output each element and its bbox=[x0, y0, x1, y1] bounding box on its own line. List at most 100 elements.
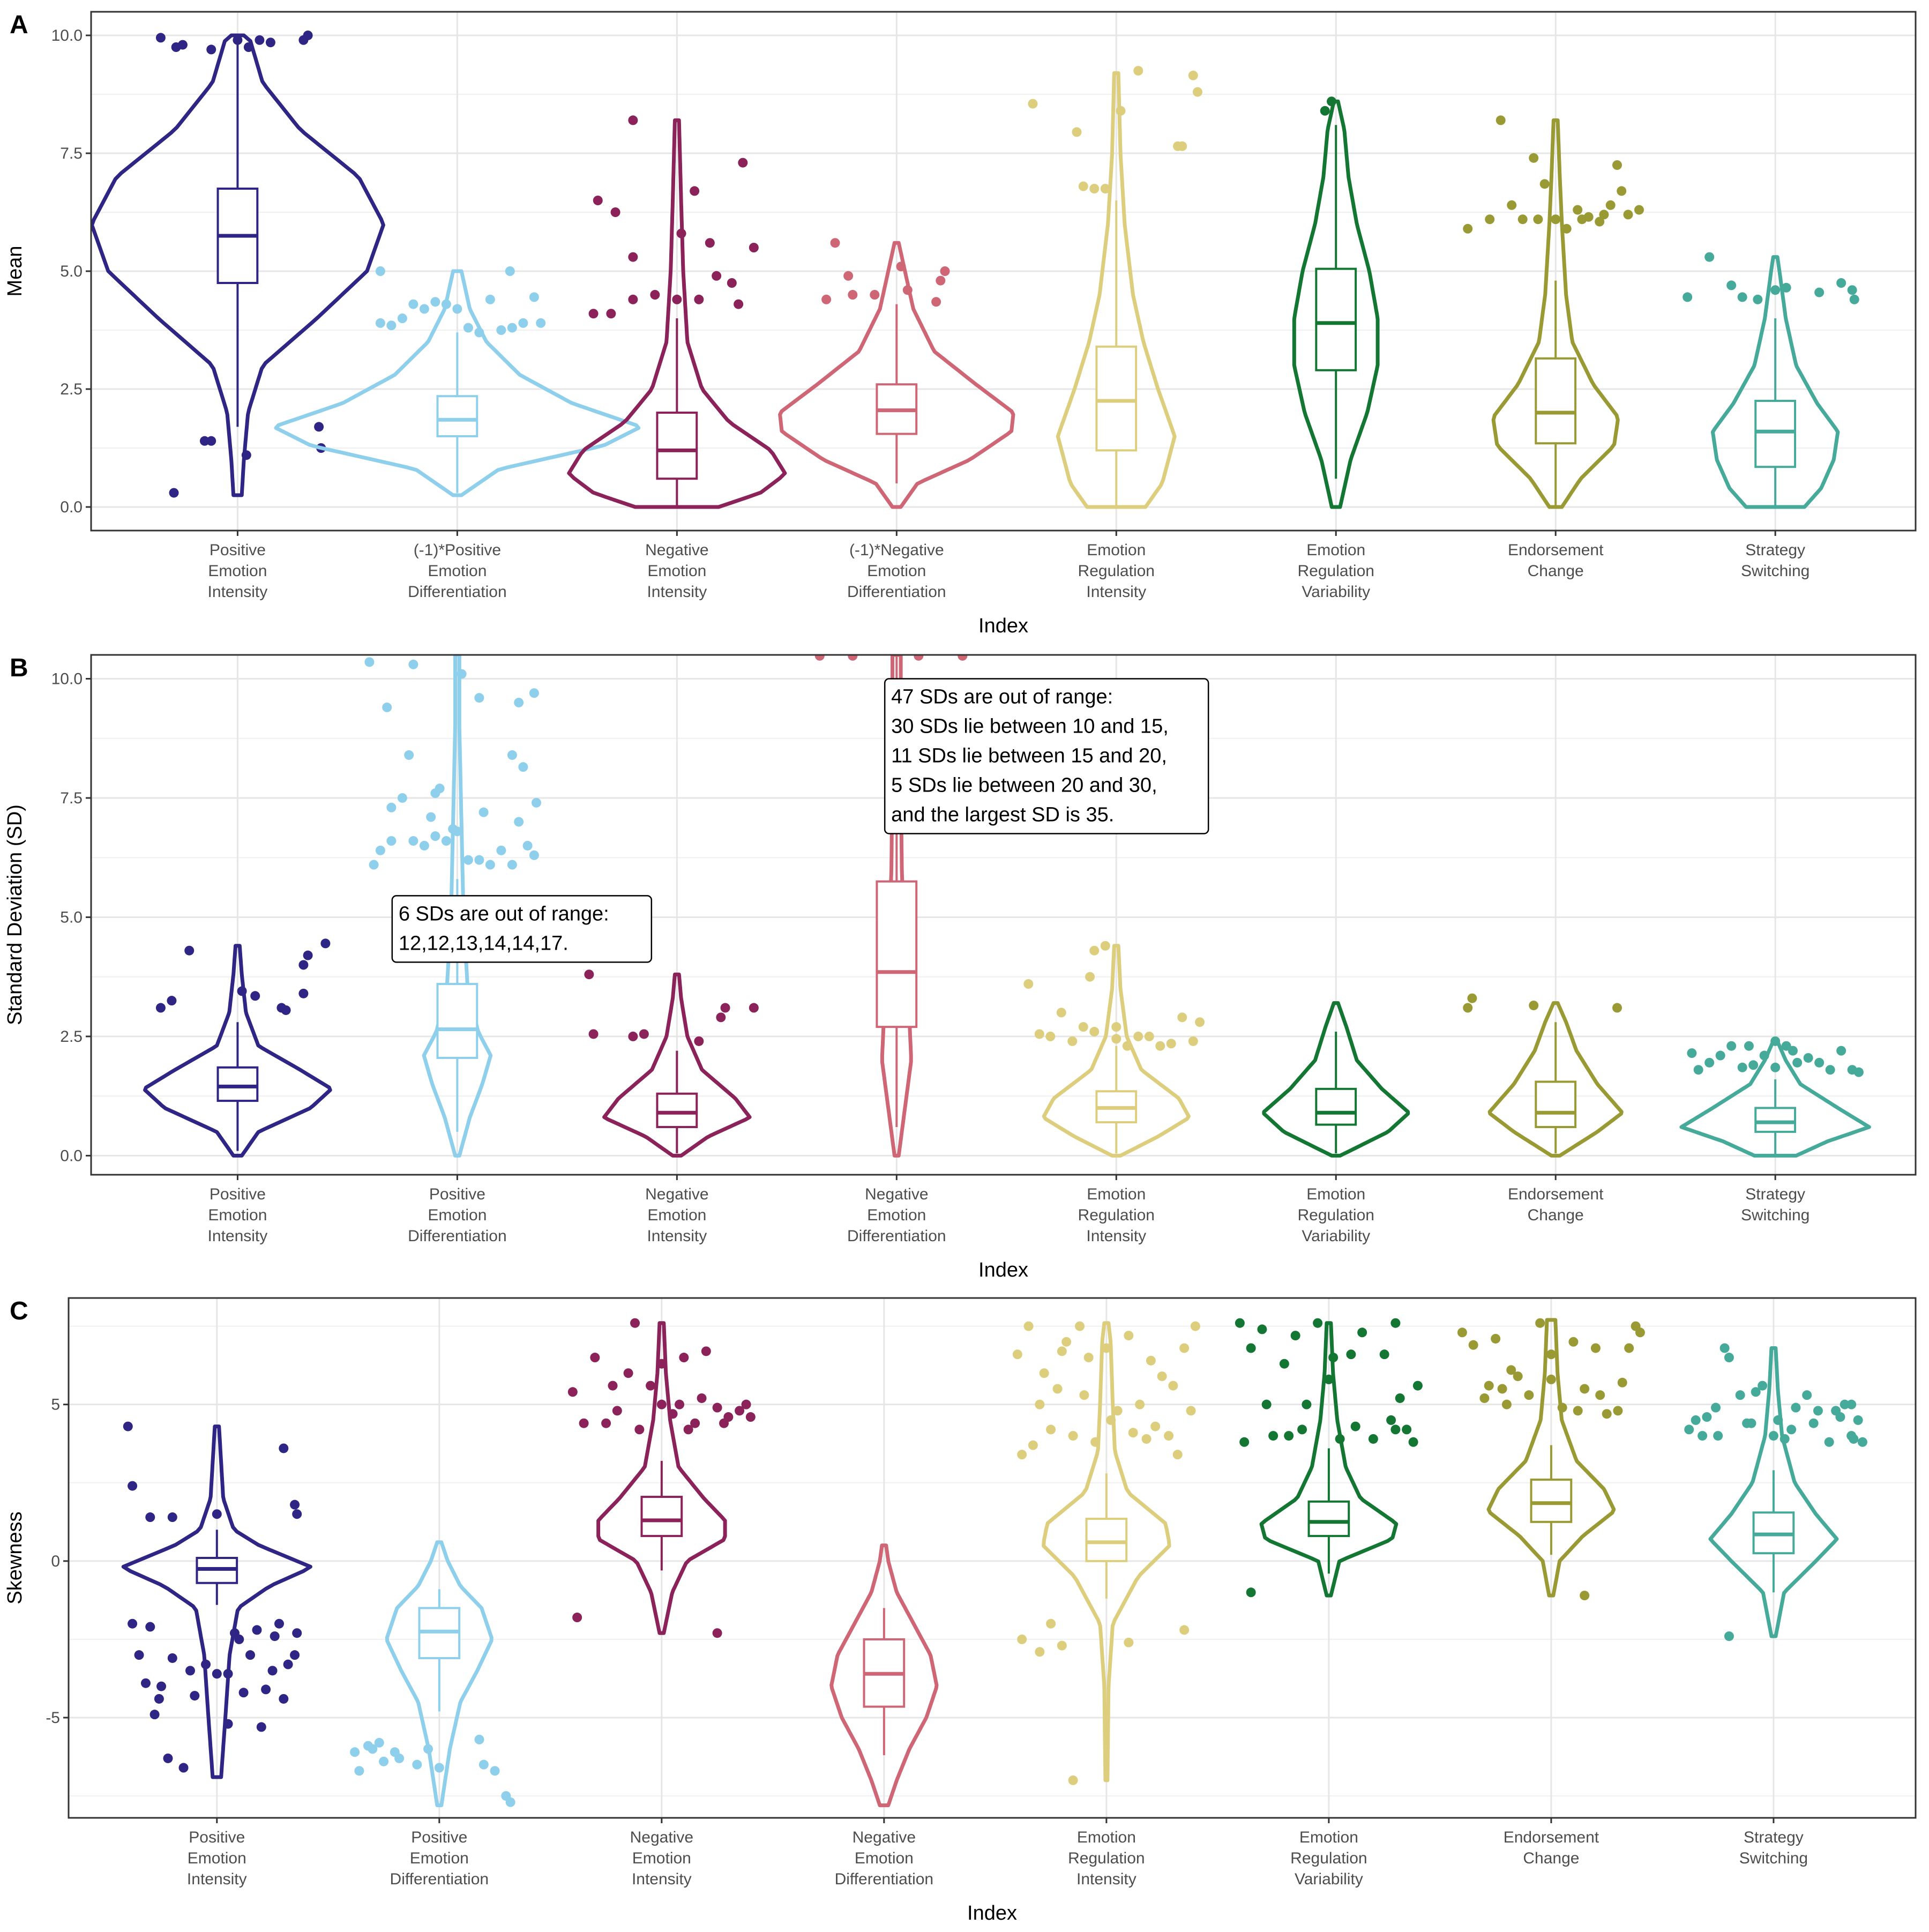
outlier-point bbox=[1079, 1390, 1089, 1400]
x-tick-label: Positive Emotion Intensity bbox=[208, 541, 268, 601]
outlier-point bbox=[199, 436, 210, 446]
panel-C: -5 0 5 Positive Emotion Intensity Positive Emot… bbox=[4, 1297, 1917, 1924]
box-iqr bbox=[216, 1066, 259, 1102]
outlier-point bbox=[1533, 214, 1543, 225]
y-tick-label: 2.5 bbox=[60, 1028, 83, 1046]
outlier-point bbox=[1017, 1450, 1027, 1460]
annotation-text: 12,12,13,14,14,17. bbox=[399, 932, 569, 954]
outlier-point bbox=[1297, 1424, 1307, 1435]
x-tick-label: Emotion Regulation Variability bbox=[1290, 1829, 1367, 1888]
outlier-point bbox=[167, 1512, 177, 1523]
outlier-point bbox=[1035, 1399, 1045, 1409]
outlier-point bbox=[212, 1669, 222, 1679]
outlier-point bbox=[1100, 184, 1110, 193]
x-tick-line: Variability bbox=[1295, 1870, 1363, 1888]
y-tick-label: 10.0 bbox=[51, 670, 83, 688]
outlier-point bbox=[163, 1753, 173, 1763]
outlier-point bbox=[940, 266, 950, 276]
x-tick-line: Differentiation bbox=[847, 583, 946, 601]
y-tick-label: 0 bbox=[51, 1553, 60, 1570]
outlier-point bbox=[1023, 1321, 1034, 1331]
outlier-point bbox=[1715, 1050, 1725, 1061]
outlier-point bbox=[206, 436, 216, 446]
outlier-point bbox=[716, 1012, 726, 1023]
series-5 bbox=[1012, 1321, 1200, 1785]
outlier-point bbox=[255, 35, 265, 45]
annotation-text: 6 SDs are out of range: bbox=[399, 902, 609, 925]
outlier-point bbox=[1507, 200, 1517, 210]
x-tick-line: Negative bbox=[630, 1829, 693, 1846]
outlier-point bbox=[579, 1418, 589, 1428]
outlier-point bbox=[697, 1393, 707, 1403]
outlier-point bbox=[1313, 1318, 1323, 1328]
outlier-point bbox=[843, 271, 854, 281]
outlier-point bbox=[1072, 127, 1082, 137]
outlier-point bbox=[1713, 1431, 1723, 1441]
x-tick-line: Intensity bbox=[1086, 583, 1146, 601]
x-tick-label: (-1)*Positive Emotion Differentiation bbox=[408, 541, 507, 601]
series-7 bbox=[1457, 1318, 1645, 1601]
violin-outline bbox=[1259, 1321, 1399, 1598]
outlier-point bbox=[1172, 1450, 1183, 1460]
outlier-point bbox=[368, 1744, 378, 1754]
x-tick-line: Emotion bbox=[1087, 1185, 1146, 1203]
outlier-point bbox=[1704, 1057, 1715, 1068]
outlier-point bbox=[1853, 1415, 1863, 1425]
outlier-point bbox=[1485, 214, 1495, 225]
x-tick-line: Emotion bbox=[410, 1849, 469, 1867]
outlier-point bbox=[712, 1403, 722, 1413]
outlier-point bbox=[212, 1509, 222, 1519]
outlier-point bbox=[386, 320, 397, 331]
x-tick-line: Intensity bbox=[647, 583, 707, 601]
outlier-point bbox=[1023, 979, 1034, 989]
outlier-point bbox=[123, 1421, 133, 1431]
outlier-point bbox=[1100, 941, 1110, 951]
outlier-point bbox=[1390, 1424, 1401, 1435]
series-8 bbox=[1683, 252, 1859, 509]
outlier-point bbox=[1595, 217, 1605, 227]
violin-outline bbox=[778, 241, 1015, 509]
outlier-point bbox=[298, 960, 309, 970]
annotation-text: 30 SDs lie between 10 and 15, bbox=[891, 715, 1169, 737]
outlier-point bbox=[1144, 1031, 1154, 1041]
outlier-point bbox=[478, 807, 489, 817]
x-tick-label: Negative Emotion Intensity bbox=[630, 1829, 693, 1888]
outlier-point bbox=[412, 1759, 422, 1770]
outlier-point bbox=[1786, 1424, 1797, 1435]
outlier-point bbox=[238, 1688, 249, 1698]
outlier-point bbox=[606, 309, 616, 319]
violin-outline bbox=[1487, 1001, 1624, 1158]
violin-outline bbox=[1486, 1318, 1616, 1598]
outlier-point bbox=[712, 1628, 722, 1638]
outlier-point bbox=[590, 1353, 600, 1363]
x-tick-line: Switching bbox=[1741, 1206, 1810, 1224]
series-1 bbox=[91, 31, 385, 498]
panel-A: 0.0 2.5 5.0 7.5 10.0 Positive Emotion Intensity… bbox=[4, 11, 1917, 637]
x-tick-line: Regulation bbox=[1078, 562, 1155, 580]
outlier-point bbox=[690, 186, 700, 196]
outlier-point bbox=[474, 1734, 484, 1744]
outlier-point bbox=[245, 1650, 256, 1660]
x-tick-line: Strategy bbox=[1745, 541, 1805, 559]
outlier-point bbox=[364, 657, 375, 667]
outlier-point bbox=[821, 294, 832, 304]
outlier-point bbox=[1624, 1343, 1634, 1353]
outlier-point bbox=[683, 1424, 693, 1435]
outlier-point bbox=[1742, 1418, 1752, 1428]
panel-border bbox=[90, 654, 1917, 1176]
outlier-point bbox=[601, 1418, 611, 1428]
violin-outline bbox=[1042, 944, 1191, 1158]
outlier-point bbox=[1168, 1381, 1178, 1391]
x-tick-line: Regulation bbox=[1298, 562, 1374, 580]
outlier-point bbox=[184, 945, 195, 956]
x-tick-line: Switching bbox=[1741, 562, 1810, 580]
outlier-point bbox=[1719, 1343, 1730, 1353]
outlier-point bbox=[1124, 1331, 1134, 1341]
outlier-point bbox=[529, 688, 539, 698]
x-tick-label: Positive Emotion Differentiation bbox=[408, 1185, 507, 1245]
outlier-point bbox=[536, 318, 546, 328]
x-tick-line: Strategy bbox=[1745, 1185, 1805, 1203]
plot-background bbox=[69, 1298, 1916, 1818]
annotation-text: 47 SDs are out of range: bbox=[891, 685, 1113, 708]
outlier-point bbox=[1580, 1384, 1590, 1394]
